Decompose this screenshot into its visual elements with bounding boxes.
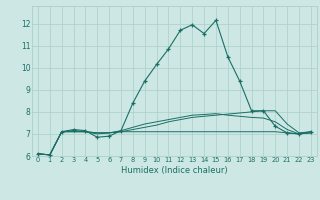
X-axis label: Humidex (Indice chaleur): Humidex (Indice chaleur) <box>121 166 228 175</box>
